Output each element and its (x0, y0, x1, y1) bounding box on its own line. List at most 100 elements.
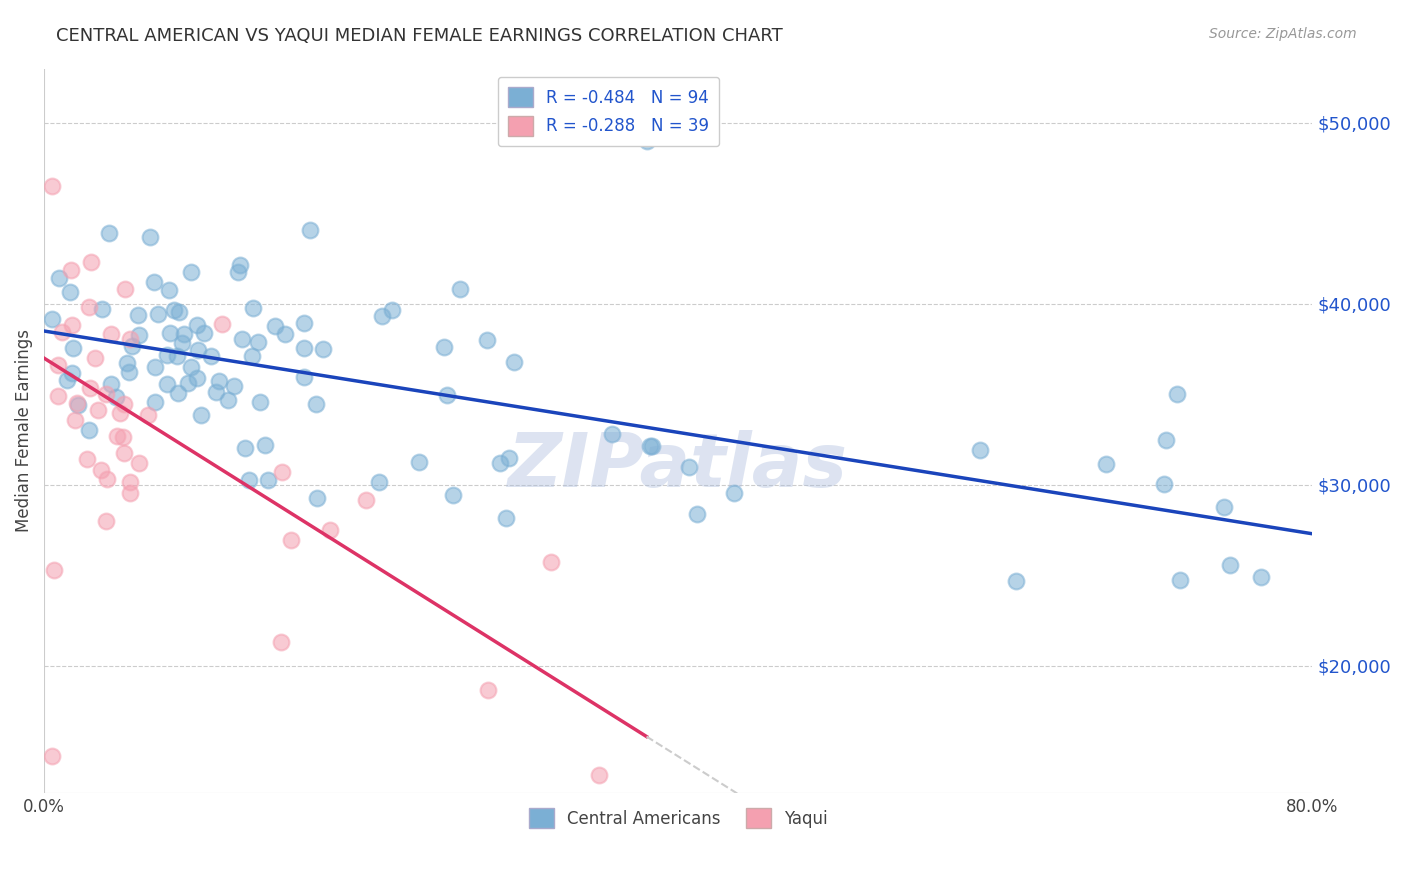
Point (969, 443, 991, 458)
Point (280, 533, 302, 547)
Point (118, 486, 141, 500)
Point (503, 355, 526, 369)
Point (59, 263, 82, 277)
Point (292, 316, 315, 330)
Point (79, 254, 101, 268)
Point (299, 223, 322, 237)
Point (304, 397, 326, 411)
Point (408, 455, 430, 469)
Point (59, 285, 82, 300)
Point (641, 439, 664, 453)
Point (307, 491, 329, 506)
Point (41, 749, 63, 764)
Point (723, 486, 745, 500)
Point (233, 441, 256, 455)
Point (636, 134, 658, 148)
Point (231, 332, 253, 346)
Point (77, 423, 100, 437)
Point (91, 302, 114, 317)
Point (1095, 457, 1118, 471)
Point (104, 390, 127, 404)
Point (112, 446, 135, 460)
Point (254, 437, 277, 451)
Point (166, 349, 188, 363)
Point (97, 226, 120, 240)
Point (1005, 574, 1028, 589)
Point (477, 682, 499, 697)
Point (540, 555, 562, 569)
Point (186, 343, 208, 357)
Point (436, 387, 458, 401)
Point (270, 635, 292, 649)
Point (1212, 500, 1234, 515)
Point (100, 326, 122, 341)
Point (87, 402, 110, 417)
Point (489, 456, 512, 470)
Text: ZIPatlas: ZIPatlas (508, 430, 848, 503)
Point (238, 473, 260, 487)
Point (62, 341, 84, 355)
Point (1166, 387, 1188, 401)
Point (273, 326, 295, 341)
Point (41, 312, 63, 326)
Point (63, 413, 86, 427)
Point (292, 341, 315, 355)
Point (143, 359, 166, 374)
Point (127, 308, 149, 322)
Point (60, 318, 83, 333)
Point (600, 427, 623, 442)
Point (90, 462, 112, 476)
Point (84, 351, 107, 366)
Point (208, 374, 231, 388)
Point (1153, 477, 1175, 491)
Point (229, 259, 252, 273)
Point (433, 340, 456, 354)
Point (217, 392, 239, 407)
Point (638, 439, 661, 453)
Point (186, 318, 208, 332)
Point (173, 327, 195, 342)
Point (108, 406, 131, 420)
Point (118, 475, 141, 489)
Point (1156, 433, 1178, 447)
Point (180, 359, 202, 374)
Point (48, 271, 70, 285)
Point (246, 335, 269, 350)
Point (354, 493, 377, 508)
Point (143, 395, 166, 409)
Point (205, 385, 228, 400)
Point (169, 305, 191, 319)
Point (257, 473, 280, 487)
Point (157, 283, 180, 297)
Point (368, 475, 391, 489)
Point (156, 376, 179, 391)
Point (66, 398, 89, 412)
Point (51, 325, 73, 339)
Point (112, 397, 135, 411)
Point (128, 327, 150, 342)
Y-axis label: Median Female Earnings: Median Female Earnings (15, 329, 32, 533)
Point (249, 394, 271, 409)
Point (76, 452, 98, 467)
Point (142, 275, 165, 289)
Text: CENTRAL AMERICAN VS YAQUI MEDIAN FEMALE EARNINGS CORRELATION CHART: CENTRAL AMERICAN VS YAQUI MEDIAN FEMALE … (56, 27, 783, 45)
Point (46, 389, 69, 403)
Point (66, 395, 89, 409)
Point (477, 333, 499, 347)
Point (136, 408, 159, 422)
Point (42, 563, 65, 577)
Point (685, 507, 707, 521)
Point (96, 472, 118, 486)
Point (588, 767, 610, 781)
Point (94, 514, 117, 528)
Point (105, 429, 128, 443)
Point (79, 381, 101, 395)
Point (226, 264, 249, 278)
Point (159, 326, 181, 341)
Point (1250, 570, 1272, 584)
Point (211, 317, 233, 331)
Point (100, 377, 122, 392)
Point (370, 309, 392, 323)
Point (190, 408, 212, 422)
Point (139, 230, 162, 244)
